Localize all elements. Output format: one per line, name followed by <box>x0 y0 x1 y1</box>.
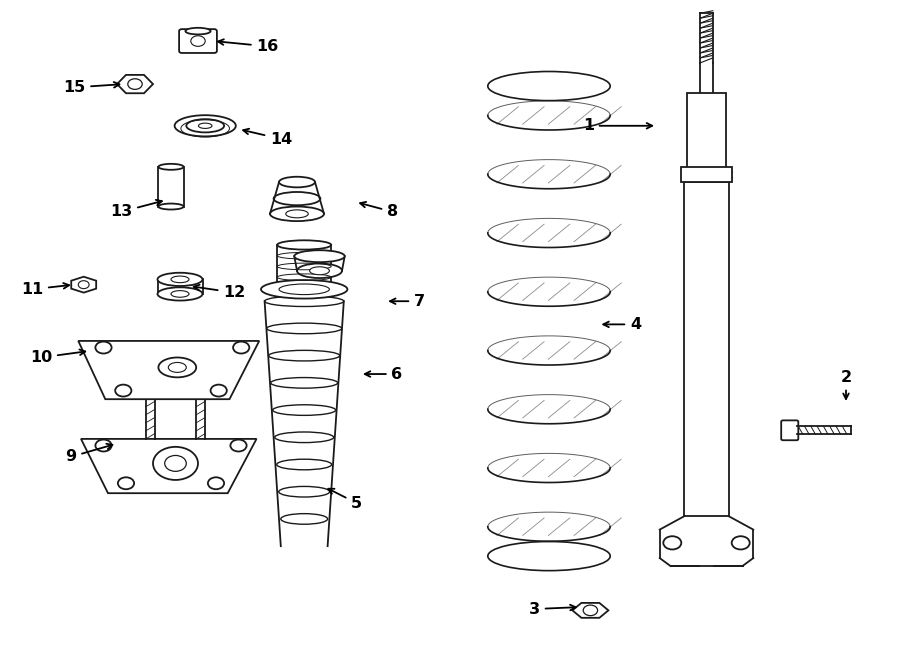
Text: 2: 2 <box>841 370 851 399</box>
Text: 10: 10 <box>30 350 86 365</box>
Ellipse shape <box>294 250 345 262</box>
Polygon shape <box>81 439 256 493</box>
Polygon shape <box>71 277 96 293</box>
Circle shape <box>191 36 205 46</box>
Circle shape <box>115 385 131 397</box>
Ellipse shape <box>168 363 186 372</box>
FancyBboxPatch shape <box>681 167 732 182</box>
Text: 12: 12 <box>194 285 246 300</box>
Ellipse shape <box>266 323 342 334</box>
Ellipse shape <box>279 177 315 187</box>
Polygon shape <box>572 603 608 618</box>
Text: 9: 9 <box>66 444 112 464</box>
Text: 6: 6 <box>364 367 402 381</box>
Circle shape <box>95 342 112 354</box>
Text: 1: 1 <box>583 118 652 133</box>
Ellipse shape <box>274 192 320 205</box>
Circle shape <box>583 605 598 616</box>
Circle shape <box>118 477 134 489</box>
Ellipse shape <box>273 404 336 415</box>
Ellipse shape <box>277 240 331 250</box>
Ellipse shape <box>186 119 224 132</box>
Ellipse shape <box>158 287 202 301</box>
Circle shape <box>233 342 249 354</box>
Text: 7: 7 <box>390 294 425 308</box>
Circle shape <box>78 281 89 289</box>
Polygon shape <box>117 75 153 93</box>
Ellipse shape <box>274 432 334 443</box>
Text: 8: 8 <box>360 202 398 219</box>
Ellipse shape <box>488 71 610 101</box>
Circle shape <box>732 536 750 549</box>
FancyBboxPatch shape <box>687 93 726 169</box>
Ellipse shape <box>277 283 331 293</box>
Ellipse shape <box>279 284 329 295</box>
Text: 5: 5 <box>328 489 362 510</box>
Text: 13: 13 <box>110 200 162 219</box>
FancyBboxPatch shape <box>684 182 729 516</box>
Ellipse shape <box>270 207 324 221</box>
Text: 15: 15 <box>63 80 120 95</box>
Ellipse shape <box>310 267 329 275</box>
Ellipse shape <box>199 123 212 128</box>
Text: 3: 3 <box>529 602 576 616</box>
Text: 14: 14 <box>243 128 292 146</box>
Circle shape <box>211 385 227 397</box>
Ellipse shape <box>185 28 211 34</box>
Ellipse shape <box>171 276 189 283</box>
Ellipse shape <box>281 514 328 524</box>
Ellipse shape <box>261 280 347 299</box>
Ellipse shape <box>271 377 338 388</box>
Text: 16: 16 <box>218 39 279 54</box>
FancyBboxPatch shape <box>781 420 798 440</box>
Ellipse shape <box>277 459 332 470</box>
Ellipse shape <box>158 273 202 286</box>
Circle shape <box>128 79 142 89</box>
Ellipse shape <box>158 164 184 169</box>
Circle shape <box>153 447 198 480</box>
Ellipse shape <box>297 263 342 278</box>
Ellipse shape <box>488 542 610 571</box>
Ellipse shape <box>171 291 189 297</box>
Ellipse shape <box>265 296 344 307</box>
FancyBboxPatch shape <box>179 29 217 53</box>
Ellipse shape <box>158 357 196 377</box>
Ellipse shape <box>286 210 308 218</box>
Text: 11: 11 <box>21 282 69 297</box>
Ellipse shape <box>279 487 329 497</box>
Ellipse shape <box>158 204 184 209</box>
Circle shape <box>165 455 186 471</box>
Circle shape <box>208 477 224 489</box>
Ellipse shape <box>269 350 340 361</box>
Ellipse shape <box>175 115 236 136</box>
Text: 4: 4 <box>603 317 641 332</box>
Polygon shape <box>78 341 259 399</box>
Circle shape <box>663 536 681 549</box>
Circle shape <box>230 440 247 451</box>
Circle shape <box>95 440 112 451</box>
